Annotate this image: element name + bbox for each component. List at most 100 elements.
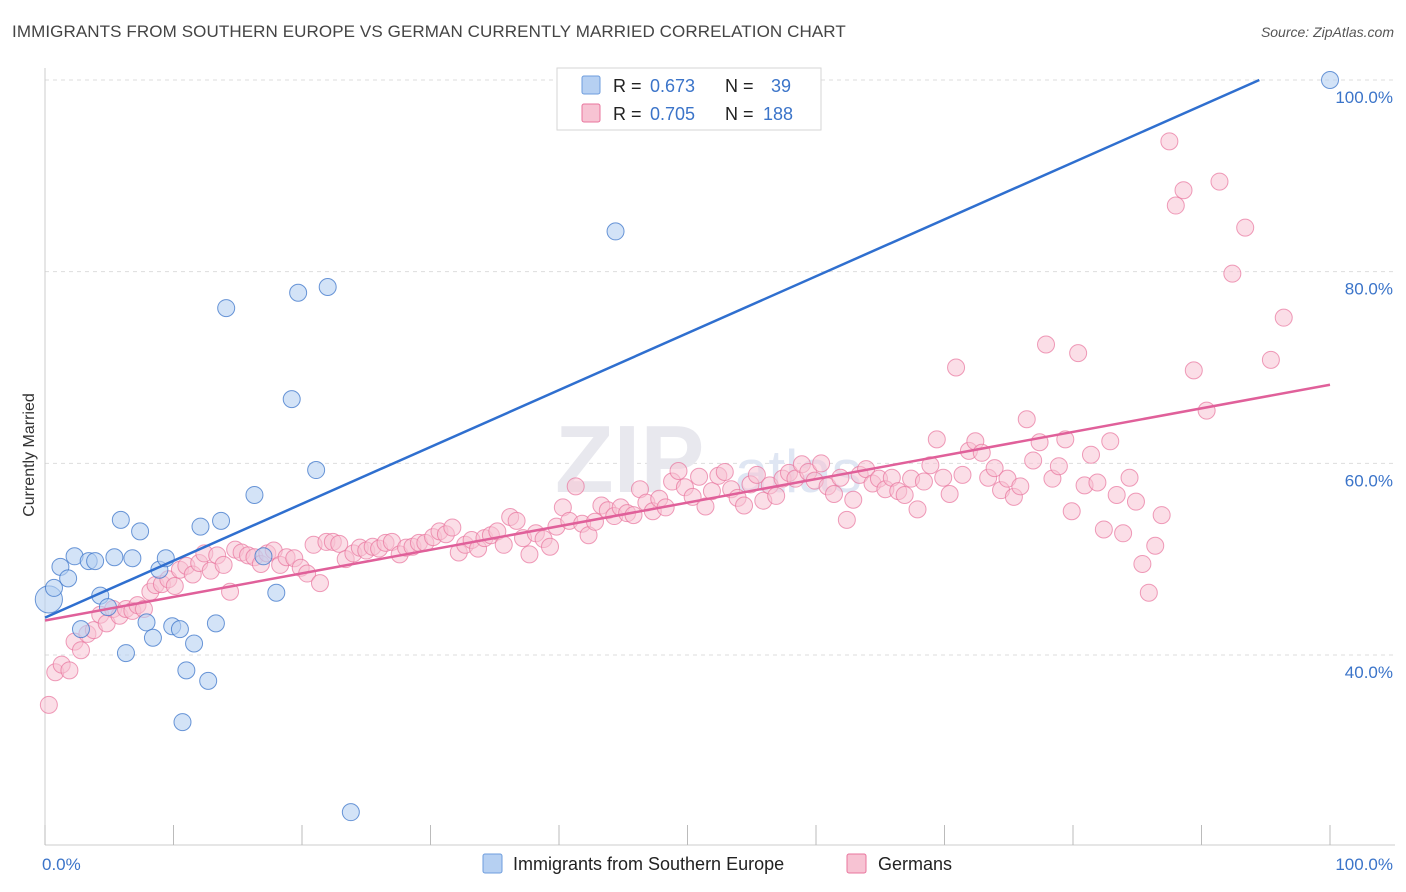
data-point-immigrants (606, 222, 625, 241)
data-point-germans (702, 482, 721, 501)
data-point-germans (566, 477, 585, 496)
data-point-germans (1146, 536, 1165, 555)
legend-n-label-2: N = (725, 104, 754, 124)
legend-n-label-1: N = (725, 76, 754, 96)
data-point-germans (1011, 477, 1030, 496)
data-point-germans (1139, 583, 1158, 602)
data-point-immigrants (116, 644, 135, 663)
data-point-germans (1101, 432, 1120, 451)
data-point-germans (310, 574, 329, 593)
data-point-germans (696, 497, 715, 516)
data-point-germans (520, 545, 539, 564)
data-point-germans (1236, 218, 1255, 237)
data-point-germans (895, 485, 914, 504)
data-point-immigrants (105, 548, 124, 567)
y-tick-label: 80.0% (1345, 280, 1393, 299)
data-point-immigrants (71, 620, 90, 639)
x-tick-label: 0.0% (42, 855, 81, 874)
data-point-germans (914, 472, 933, 491)
watermark-zip: ZIP (555, 406, 704, 513)
data-point-germans (767, 486, 786, 505)
data-point-immigrants (282, 390, 301, 409)
data-point-germans (747, 465, 766, 484)
data-point-immigrants (111, 510, 130, 529)
bottom-legend-swatch-blue (482, 853, 503, 874)
chart-title: IMMIGRANTS FROM SOUTHERN EUROPE VS GERMA… (12, 22, 846, 41)
legend-swatch-blue (581, 75, 601, 95)
data-point-germans (1107, 485, 1126, 504)
bottom-legend-label-immigrants: Immigrants from Southern Europe (513, 854, 784, 874)
immigrants-points (34, 71, 1339, 822)
data-point-immigrants (123, 549, 142, 568)
data-point-germans (1160, 132, 1179, 151)
data-point-germans (934, 468, 953, 487)
data-point-germans (1261, 350, 1280, 369)
data-point-germans (39, 695, 58, 714)
data-point-germans (624, 506, 643, 525)
legend-r-label-2: R = (613, 104, 642, 124)
data-point-germans (927, 430, 946, 449)
data-point-immigrants (137, 613, 156, 632)
legend-n-value-1: 39 (771, 76, 791, 96)
data-point-germans (831, 468, 850, 487)
data-point-germans (1024, 451, 1043, 470)
data-point-germans (844, 490, 863, 509)
x-tick-label: 100.0% (1335, 855, 1393, 874)
data-point-germans (1166, 196, 1185, 215)
correlation-legend: R = 0.673 N = 39 R = 0.705 N = 188 (556, 67, 822, 131)
legend-box (556, 67, 822, 131)
legend-r-label-1: R = (613, 76, 642, 96)
data-point-germans (1081, 445, 1100, 464)
y-axis-title: Currently Married (21, 393, 38, 517)
data-point-germans (1049, 457, 1068, 476)
axes (44, 68, 1395, 846)
data-point-germans (1017, 410, 1036, 429)
data-point-germans (947, 358, 966, 377)
data-point-germans (1062, 502, 1081, 521)
bottom-legend-swatch-pink (846, 853, 867, 874)
data-point-immigrants (143, 628, 162, 647)
data-point-germans (953, 465, 972, 484)
data-point-immigrants (212, 511, 231, 530)
data-point-immigrants (217, 299, 236, 318)
data-point-immigrants (289, 283, 308, 302)
data-point-immigrants (267, 583, 286, 602)
data-point-germans (1197, 401, 1216, 420)
data-point-immigrants (86, 552, 105, 571)
data-point-germans (1133, 554, 1152, 573)
data-point-germans (690, 467, 709, 486)
data-point-germans (1120, 468, 1139, 487)
data-point-germans (812, 454, 831, 473)
data-point-germans (908, 500, 927, 519)
legend-r-value-2: 0.705 (650, 104, 695, 124)
data-point-immigrants (1321, 71, 1339, 89)
data-point-immigrants (199, 671, 218, 690)
trendlines (44, 78, 1331, 622)
legend-n-value-2: 188 (763, 104, 793, 124)
data-point-immigrants (206, 614, 225, 633)
y-tick-label: 100.0% (1335, 88, 1393, 107)
data-point-immigrants (131, 522, 150, 541)
data-point-germans (1088, 473, 1107, 492)
data-point-germans (541, 537, 560, 556)
data-point-germans (165, 577, 184, 595)
data-point-immigrants (185, 634, 204, 653)
data-point-germans (214, 555, 233, 574)
data-point-germans (1037, 335, 1056, 354)
data-point-immigrants (318, 278, 337, 296)
data-point-immigrants (59, 569, 78, 588)
trendline-germans (44, 383, 1331, 622)
data-point-immigrants (44, 578, 63, 597)
data-point-immigrants (341, 803, 360, 822)
data-point-germans (1069, 344, 1088, 363)
data-point-germans (824, 485, 843, 503)
legend-r-value-1: 0.673 (650, 76, 695, 96)
data-point-germans (735, 496, 754, 515)
data-point-immigrants (191, 517, 210, 536)
germans-points (39, 132, 1293, 714)
data-point-germans (985, 459, 1004, 478)
data-point-germans (60, 661, 79, 680)
data-point-germans (507, 511, 526, 530)
tick-labels: 40.0% 60.0% 80.0% 100.0% 0.0% 100.0% (42, 88, 1393, 874)
